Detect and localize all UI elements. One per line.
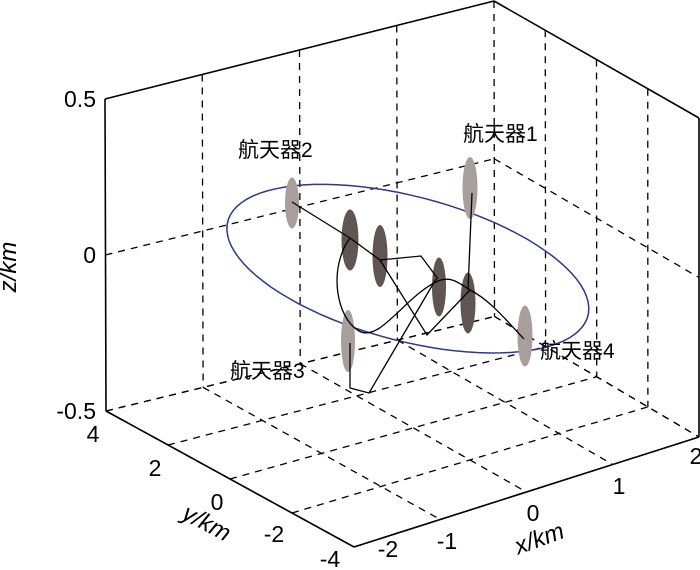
svg-text:1: 1 <box>613 473 626 499</box>
svg-text:-2: -2 <box>264 521 284 547</box>
svg-text:0: 0 <box>527 500 540 526</box>
svg-text:2: 2 <box>149 455 162 481</box>
svg-text:z/km: z/km <box>0 242 22 294</box>
svg-text:-4: -4 <box>320 546 341 570</box>
svg-text:航天器4: 航天器4 <box>540 340 615 363</box>
svg-text:0.5: 0.5 <box>64 86 96 112</box>
svg-text:航天器3: 航天器3 <box>230 360 305 383</box>
svg-text:2: 2 <box>690 443 700 469</box>
svg-text:航天器1: 航天器1 <box>463 123 538 146</box>
svg-text:-2: -2 <box>378 536 398 562</box>
svg-text:0: 0 <box>83 242 96 268</box>
svg-text:4: 4 <box>87 421 100 447</box>
svg-text:-1: -1 <box>437 528 457 554</box>
svg-text:航天器2: 航天器2 <box>238 139 313 162</box>
